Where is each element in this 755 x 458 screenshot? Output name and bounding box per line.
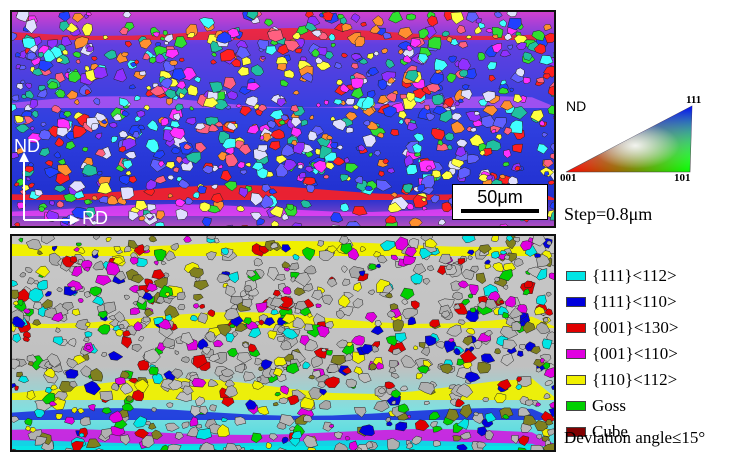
nd-axis-label: ND [14, 136, 40, 156]
scale-bar-line [461, 209, 539, 213]
legend-label: {111}<112> [592, 266, 677, 285]
legend-item: Cube [566, 422, 628, 442]
legend-item: {111}<110> [566, 292, 677, 312]
deviation-angle-label: Deviation angle≤15° [564, 428, 706, 447]
legend-swatch [566, 401, 586, 411]
legend-item: {001}<130> [566, 318, 679, 338]
legend-label: {111}<110> [592, 292, 677, 311]
legend-label: Goss [592, 396, 627, 415]
legend-swatch [566, 427, 586, 437]
legend-item: {110}<112> [566, 370, 677, 390]
legend-label: {001}<130> [592, 318, 679, 337]
legend-label: {110}<112> [592, 370, 678, 389]
step-size-label: Step=0.8μm [564, 204, 653, 224]
scale-bar-label: 50μm [477, 187, 523, 207]
texture-grain-image [12, 236, 554, 450]
ipf-triangle [565, 105, 693, 173]
legend-label: {001}<110> [592, 344, 678, 363]
legend-swatch [566, 323, 586, 333]
legend-label: Cube [592, 422, 628, 441]
legend-item: {001}<110> [566, 344, 678, 364]
legend-swatch [566, 375, 586, 385]
ipf-corner-001: 001 [560, 172, 577, 184]
ipf-corner-101: 101 [674, 172, 691, 184]
rd-axis-label: RD [82, 208, 108, 228]
legend-item: Goss [566, 396, 626, 416]
legend-swatch [566, 349, 586, 359]
ipf-color-key: ND 001 101 111 [560, 92, 710, 184]
texture-component-map [10, 234, 556, 452]
nd-rd-axes [19, 152, 80, 225]
ipf-grain-image [12, 12, 554, 226]
ipf-key-direction: ND [566, 98, 587, 114]
legend-item: {111}<112> [566, 266, 677, 286]
legend-swatch [566, 271, 586, 281]
legend-swatch [566, 297, 586, 307]
ipf-corner-111: 111 [686, 94, 702, 106]
ipf-orientation-map: ND RD 50μm [10, 10, 556, 228]
scale-bar: 50μm [452, 184, 548, 220]
